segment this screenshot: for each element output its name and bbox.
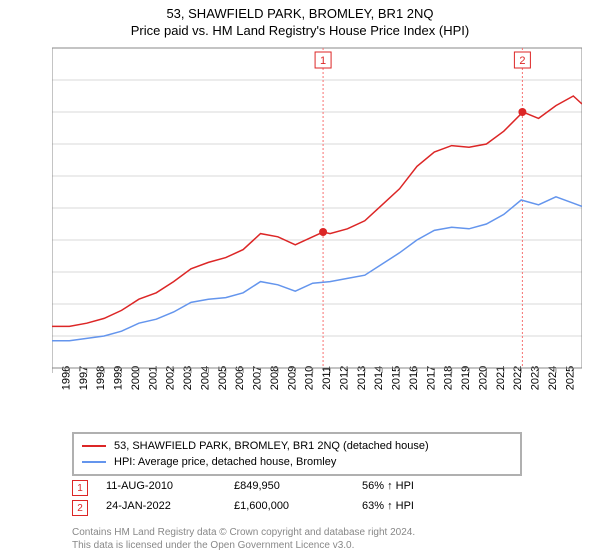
svg-text:1999: 1999	[113, 366, 125, 390]
svg-text:2020: 2020	[477, 366, 489, 390]
chart-svg: £0£200K£400K£600K£800K£1M£1.2M£1.4M£1.6M…	[52, 42, 582, 412]
svg-text:2001: 2001	[147, 366, 159, 390]
svg-text:1997: 1997	[78, 366, 90, 390]
legend-swatch-red	[82, 445, 106, 447]
svg-text:2005: 2005	[217, 366, 229, 390]
svg-text:2017: 2017	[425, 366, 437, 390]
footer-line-1: Contains HM Land Registry data © Crown c…	[72, 526, 415, 539]
svg-text:2018: 2018	[443, 366, 455, 390]
sale-price-1: £849,950	[234, 480, 344, 492]
svg-text:1996: 1996	[60, 366, 72, 390]
svg-text:2000: 2000	[130, 366, 142, 390]
chart-subtitle: Price paid vs. HM Land Registry's House …	[0, 21, 600, 42]
svg-text:2006: 2006	[234, 366, 246, 390]
svg-text:2: 2	[519, 55, 525, 67]
svg-text:1998: 1998	[95, 366, 107, 390]
legend-label-1: 53, SHAWFIELD PARK, BROMLEY, BR1 2NQ (de…	[114, 440, 429, 452]
svg-text:2023: 2023	[530, 366, 542, 390]
sale-vshpi-1: 56% ↑ HPI	[362, 480, 472, 492]
svg-text:2011: 2011	[321, 366, 333, 390]
svg-text:2002: 2002	[165, 366, 177, 390]
sale-date-1: 11-AUG-2010	[106, 480, 216, 492]
sale-vshpi-2: 63% ↑ HPI	[362, 500, 472, 512]
footer-text: Contains HM Land Registry data © Crown c…	[72, 526, 415, 552]
svg-text:2012: 2012	[338, 366, 350, 390]
svg-text:2010: 2010	[304, 366, 316, 390]
svg-text:2022: 2022	[512, 366, 524, 390]
legend-label-2: HPI: Average price, detached house, Brom…	[114, 456, 336, 468]
sale-marker-2: 2	[72, 500, 88, 516]
svg-text:2019: 2019	[460, 366, 472, 390]
sale-marker-1: 1	[72, 480, 88, 496]
svg-text:1: 1	[320, 55, 326, 67]
footer-line-2: This data is licensed under the Open Gov…	[72, 539, 415, 552]
svg-text:2024: 2024	[547, 366, 559, 390]
sale-date-2: 24-JAN-2022	[106, 500, 216, 512]
svg-text:2016: 2016	[408, 366, 420, 390]
sale-row-2: 2 24-JAN-2022 £1,600,000 63% ↑ HPI	[72, 500, 472, 520]
sale-price-2: £1,600,000	[234, 500, 344, 512]
svg-text:2004: 2004	[199, 366, 211, 390]
svg-text:2013: 2013	[356, 366, 368, 390]
legend-row-2: HPI: Average price, detached house, Brom…	[82, 454, 512, 470]
sales-block: 1 11-AUG-2010 £849,950 56% ↑ HPI 2 24-JA…	[72, 480, 472, 520]
chart-container: 53, SHAWFIELD PARK, BROMLEY, BR1 2NQ Pri…	[0, 0, 600, 560]
chart-area: £0£200K£400K£600K£800K£1M£1.2M£1.4M£1.6M…	[52, 42, 582, 412]
legend-swatch-blue	[82, 461, 106, 463]
svg-text:2007: 2007	[252, 366, 264, 390]
svg-text:2003: 2003	[182, 366, 194, 390]
svg-text:1995: 1995	[52, 366, 55, 390]
svg-text:2014: 2014	[373, 366, 385, 390]
sale-row-1: 1 11-AUG-2010 £849,950 56% ↑ HPI	[72, 480, 472, 500]
chart-title: 53, SHAWFIELD PARK, BROMLEY, BR1 2NQ	[0, 0, 600, 21]
svg-text:2008: 2008	[269, 366, 281, 390]
legend-row-1: 53, SHAWFIELD PARK, BROMLEY, BR1 2NQ (de…	[82, 438, 512, 454]
svg-text:2025: 2025	[564, 366, 576, 390]
svg-text:2021: 2021	[495, 366, 507, 390]
svg-text:2009: 2009	[286, 366, 298, 390]
svg-text:2015: 2015	[391, 366, 403, 390]
legend-box: 53, SHAWFIELD PARK, BROMLEY, BR1 2NQ (de…	[72, 432, 522, 476]
